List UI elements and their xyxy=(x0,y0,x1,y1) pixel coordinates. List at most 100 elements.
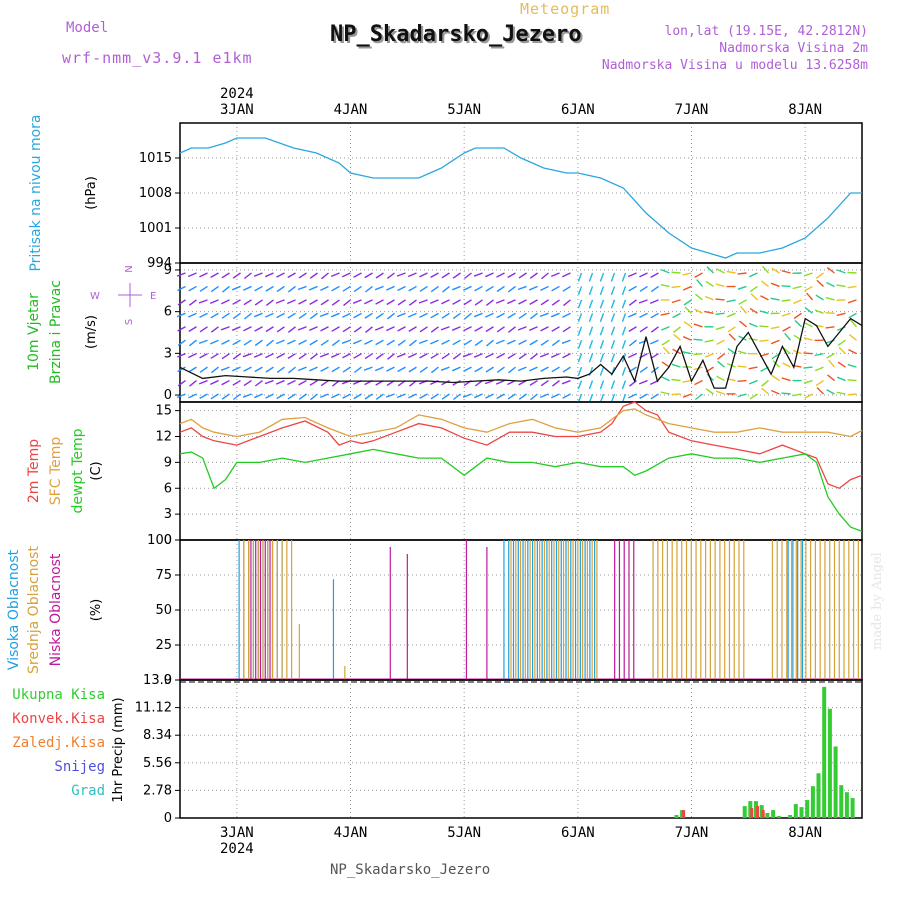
wind-barb xyxy=(540,299,549,306)
wind-barb xyxy=(287,353,296,359)
wind-barb xyxy=(199,312,208,319)
wind-barb xyxy=(177,366,186,373)
credit-label: made by Angel xyxy=(870,552,885,650)
wind-barb xyxy=(352,339,362,345)
wind-barb xyxy=(441,393,450,400)
wind-barb xyxy=(770,326,780,330)
y-tick-label: 6 xyxy=(164,481,172,496)
wind-barb xyxy=(782,326,791,332)
wind-barb xyxy=(847,363,857,368)
wind-barb xyxy=(232,393,241,401)
wind-barb xyxy=(232,272,241,279)
wind-barb xyxy=(331,393,340,399)
wind-barb xyxy=(577,286,583,296)
wind-barb xyxy=(331,366,340,373)
wind-barb xyxy=(551,285,560,292)
wind-barb xyxy=(737,272,747,275)
wind-barb xyxy=(276,312,285,319)
wind-barb xyxy=(672,312,681,319)
wind-barb xyxy=(671,271,681,274)
wind-barb xyxy=(650,312,659,319)
wind-barb xyxy=(352,299,362,304)
wind-barb xyxy=(507,326,516,333)
wind-barb xyxy=(518,312,527,319)
wind-barb xyxy=(539,312,549,318)
wind-barb xyxy=(188,326,197,333)
wind-barb xyxy=(408,339,417,347)
wind-barb xyxy=(309,326,318,332)
wind-barb xyxy=(452,339,461,346)
precip-bar-precip_total xyxy=(765,813,770,818)
wind-barb xyxy=(782,362,791,368)
wind-barb xyxy=(243,326,252,332)
wind-barb xyxy=(486,339,494,347)
top-day-label: 7JAN xyxy=(675,102,709,118)
top-year-label: 2024 xyxy=(220,86,254,102)
wind-barb xyxy=(825,326,835,329)
wind-barb xyxy=(374,326,384,331)
wind-barb xyxy=(540,285,549,292)
wind-barb xyxy=(364,353,373,360)
precip-bar-precip_total xyxy=(674,815,679,818)
wind-barb xyxy=(287,272,296,279)
wind-barb xyxy=(243,366,252,372)
wind-barb xyxy=(221,353,230,360)
precip-legend-item: Grad xyxy=(71,783,105,799)
wind-barb xyxy=(588,380,594,390)
wind-barb xyxy=(297,366,307,372)
wind-barb xyxy=(529,366,538,372)
wind-barb xyxy=(176,353,186,358)
wind-barb xyxy=(330,312,340,318)
wind-barb xyxy=(671,393,681,396)
wind-barb xyxy=(396,312,406,318)
wind-barb xyxy=(683,321,692,328)
wind-barb xyxy=(803,337,813,341)
wind-barb xyxy=(660,284,670,288)
wind-barb xyxy=(639,326,648,333)
wind-barb xyxy=(827,374,835,382)
wind-barb xyxy=(660,391,670,395)
wind-barb xyxy=(749,272,758,278)
wind-barb xyxy=(386,326,395,332)
wind-barb xyxy=(599,313,605,323)
wind-barb xyxy=(419,285,428,292)
wind-barb xyxy=(264,379,274,385)
wind-barb xyxy=(210,312,219,319)
wind-barb xyxy=(353,312,362,319)
wind-barb xyxy=(794,319,802,328)
wind-barb xyxy=(385,393,395,398)
wind-barb xyxy=(781,270,791,274)
wind-barb xyxy=(760,280,769,287)
wind-barb xyxy=(221,339,230,345)
wind-barb xyxy=(826,281,835,288)
x-day-label: 7JAN xyxy=(675,825,709,841)
y-tick-label: 994 xyxy=(147,256,172,271)
wind-barb xyxy=(221,272,230,279)
wind-barb xyxy=(298,353,307,360)
wind-barb xyxy=(749,285,758,293)
wind-barb xyxy=(529,312,538,320)
wind-barb xyxy=(287,312,296,319)
wind-barb xyxy=(562,353,571,359)
wind-barb xyxy=(243,285,252,291)
wind-barb xyxy=(610,353,616,363)
wind-barb xyxy=(577,272,583,282)
wind-barb xyxy=(485,326,494,333)
wind-barb xyxy=(496,393,505,400)
top-day-label: 8JAN xyxy=(788,102,822,118)
wind-barb xyxy=(588,313,594,323)
wind-barb xyxy=(738,299,747,305)
wind-barb xyxy=(232,353,241,360)
wind-barb xyxy=(430,272,439,279)
wind-barb xyxy=(232,379,241,386)
wind-barb xyxy=(474,326,483,332)
wind-barb xyxy=(726,270,736,274)
temp-axis-name-2: SFC Temp xyxy=(48,437,64,506)
precip-legend-item: Konvek.Kisa xyxy=(12,711,105,727)
wind-barb xyxy=(199,393,208,400)
wind-barb xyxy=(386,339,395,346)
wind-barb xyxy=(628,299,637,306)
wind-barb xyxy=(187,272,197,278)
precip-bar-precip_conv xyxy=(750,808,754,818)
wind-barb xyxy=(276,326,285,333)
